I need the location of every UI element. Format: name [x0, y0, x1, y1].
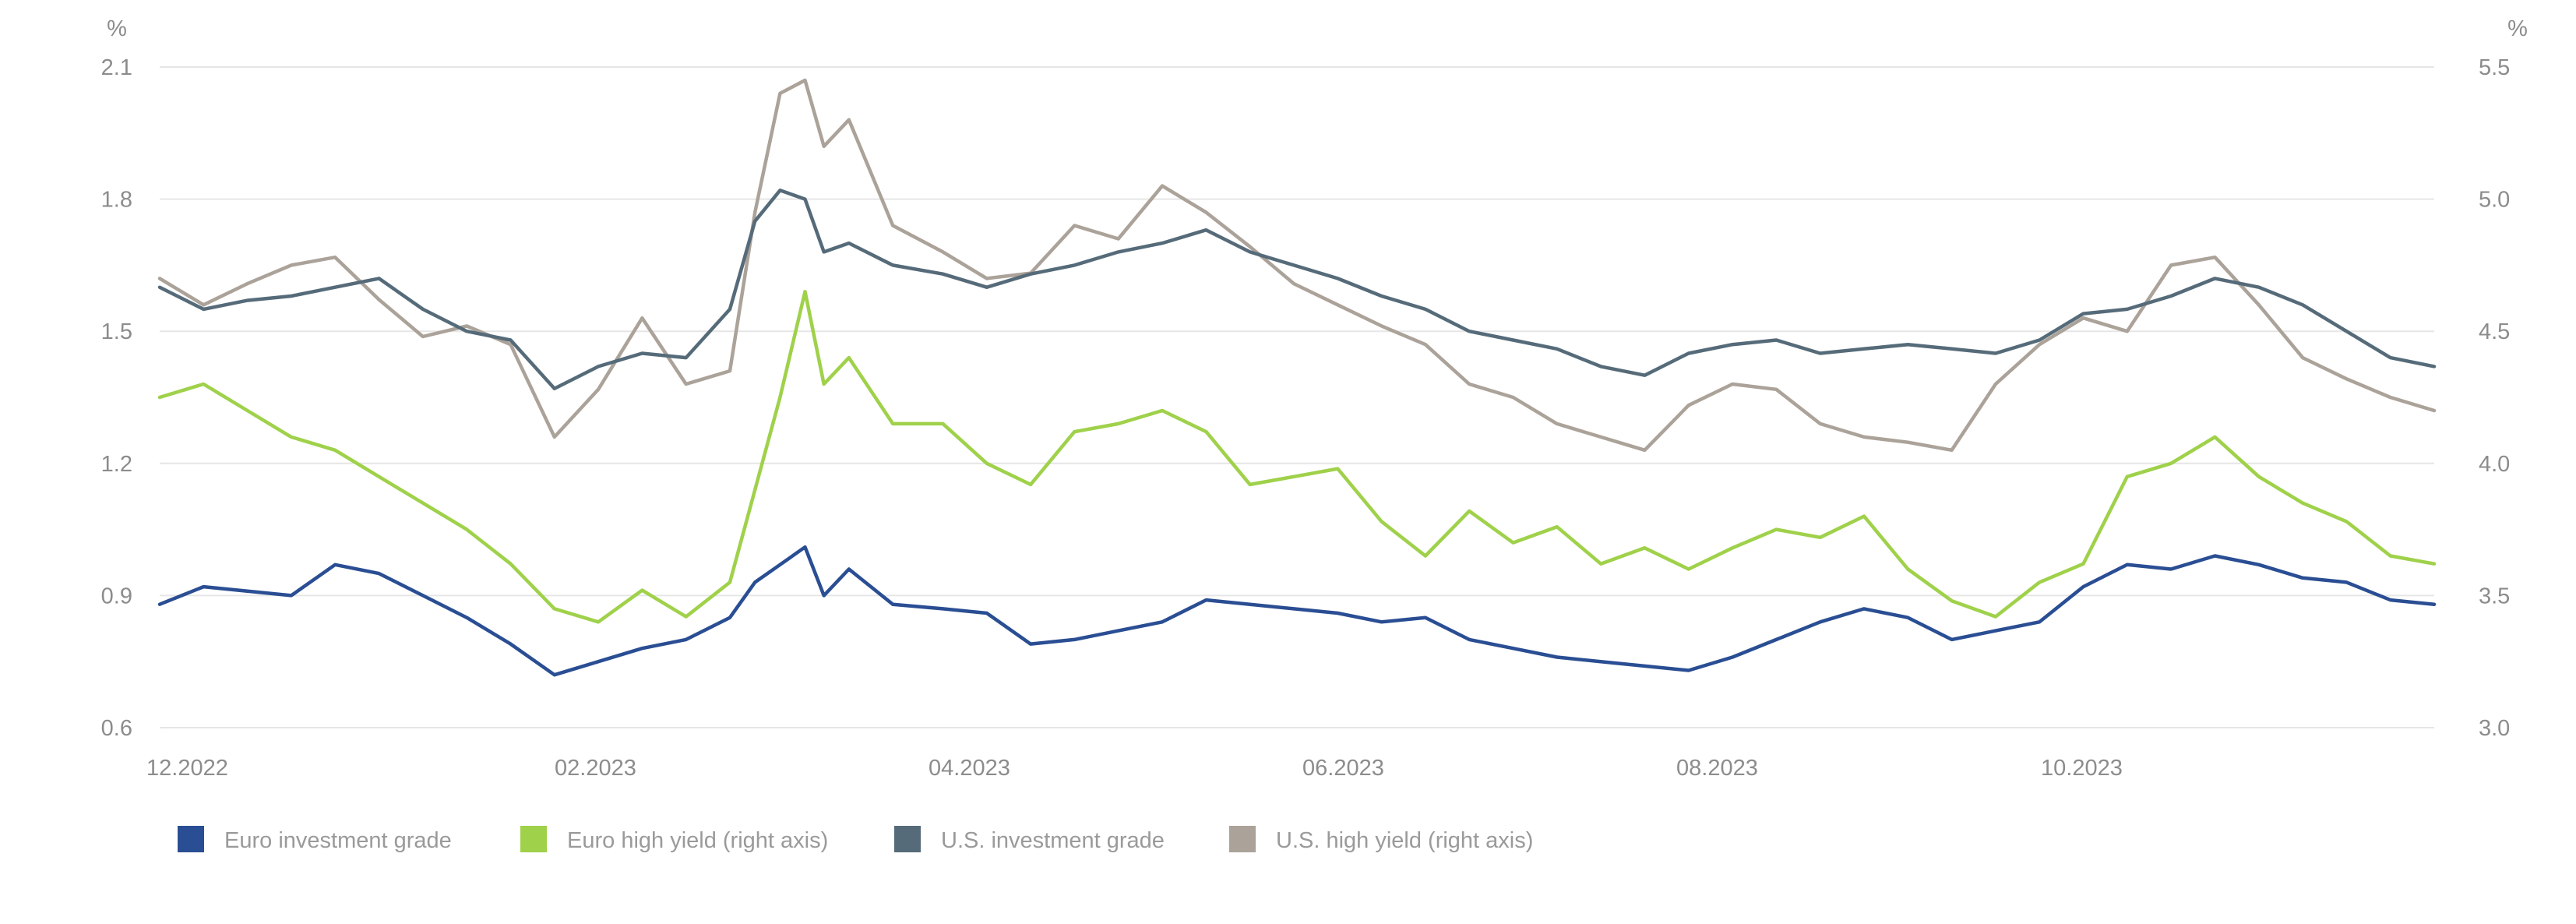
series-line-euro-high-yield	[157, 290, 2437, 624]
left-axis-unit: %	[107, 16, 127, 41]
left-axis-tick-label: 0.6	[101, 716, 132, 741]
right-axis-tick-label: 3.0	[2479, 716, 2510, 741]
series-line-euro-investment-grade	[157, 545, 2437, 677]
x-axis-tick-label: 08.2023	[1676, 756, 1758, 781]
left-axis-tick-label: 1.5	[101, 319, 132, 344]
left-axis-tick-label: 0.9	[101, 584, 132, 608]
legend-label-u-s-high-yield: U.S. high yield (right axis)	[1276, 828, 1533, 853]
right-axis-tick-label: 4.5	[2479, 319, 2510, 344]
right-axis-tick-label: 5.5	[2479, 55, 2510, 80]
right-axis-tick-label: 5.0	[2479, 188, 2510, 213]
legend-label-u-s-investment-grade: U.S. investment grade	[941, 828, 1165, 853]
right-axis-unit: %	[2507, 16, 2528, 41]
x-axis-tick-label: 04.2023	[929, 756, 1010, 781]
grid	[160, 66, 2434, 728]
x-axis-tick-label: 06.2023	[1302, 756, 1384, 781]
legend-swatch-euro-investment-grade	[178, 826, 204, 852]
x-axis-tick-label: 10.2023	[2041, 756, 2123, 781]
legend-swatch-u-s-high-yield	[1229, 826, 1256, 852]
right-axis-tick-label: 4.0	[2479, 452, 2510, 477]
left-axis-tick-label: 2.1	[101, 55, 132, 80]
legend-swatch-euro-high-yield	[520, 826, 547, 852]
legend-label-euro-investment-grade: Euro investment grade	[224, 828, 452, 853]
legend-label-euro-high-yield: Euro high yield (right axis)	[567, 828, 828, 853]
legend-swatch-u-s-investment-grade	[894, 826, 921, 852]
left-axis-tick-label: 1.8	[101, 188, 132, 213]
x-axis-tick-label: 12.2022	[146, 756, 228, 781]
series-line-u-s-investment-grade	[157, 189, 2437, 390]
left-axis-tick-label: 1.2	[101, 452, 132, 477]
x-axis-tick-label: 02.2023	[555, 756, 636, 781]
series-line-u-s-high-yield	[157, 78, 2437, 453]
right-axis-tick-label: 3.5	[2479, 584, 2510, 608]
series	[157, 78, 2437, 677]
legend: Euro investment grade Euro high yield (ri…	[178, 826, 1533, 853]
axes: 0.6 3.0 0.9 3.5 1.2 4.0 1.5 4.5 1.8 5.0 2.1 5.5% % 12…	[101, 16, 2528, 781]
